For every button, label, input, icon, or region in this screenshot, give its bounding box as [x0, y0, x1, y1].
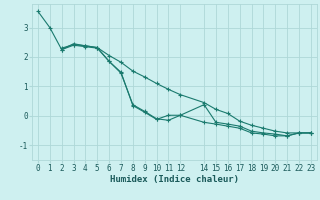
X-axis label: Humidex (Indice chaleur): Humidex (Indice chaleur) [110, 175, 239, 184]
